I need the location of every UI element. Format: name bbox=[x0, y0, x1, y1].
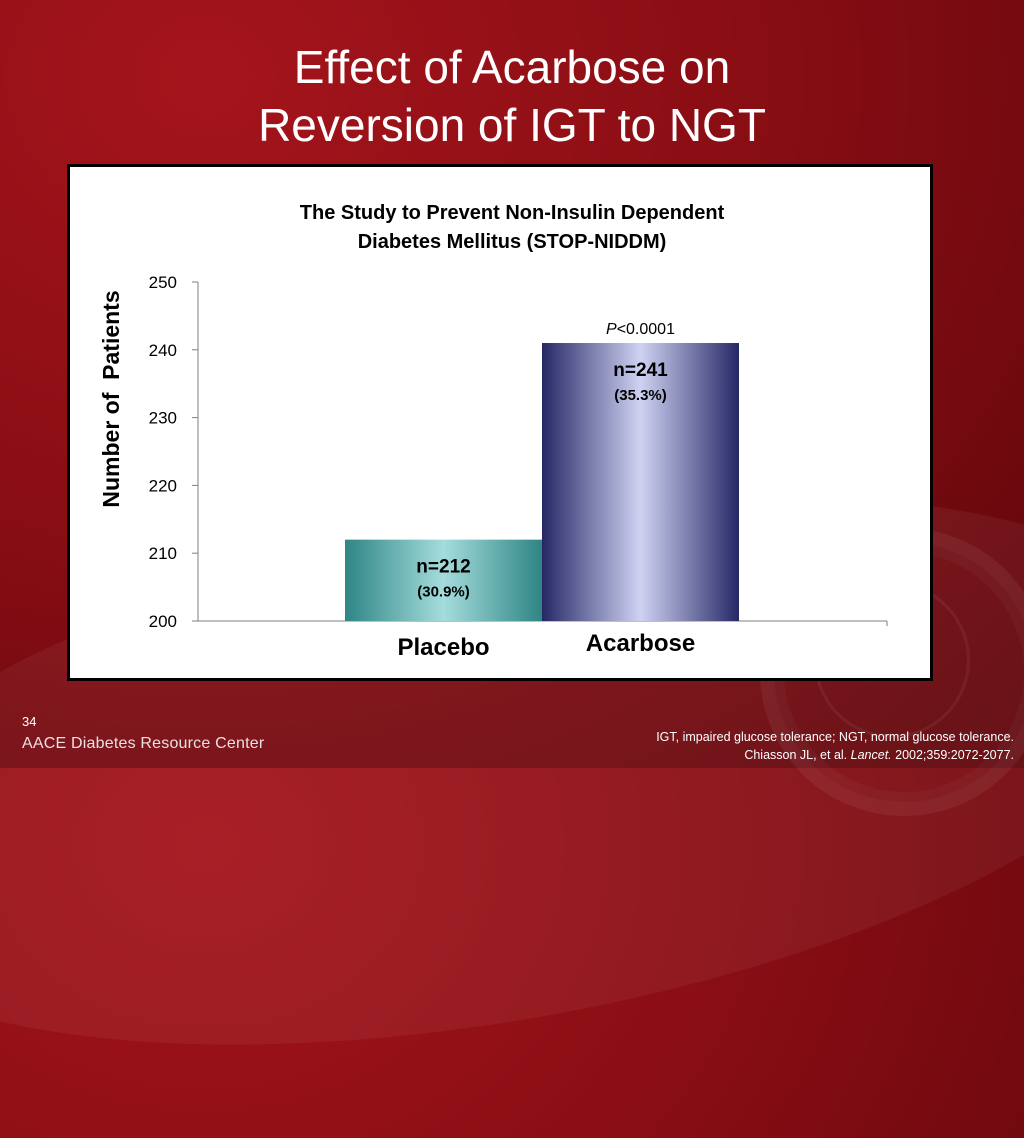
y-tick-label: 200 bbox=[149, 612, 177, 631]
x-category-label: Acarbose bbox=[586, 630, 695, 657]
chart-title-line2: Diabetes Mellitus (STOP-NIDDM) bbox=[358, 231, 667, 253]
slide-number: 34 bbox=[22, 714, 37, 729]
bar-percent-label: (35.3%) bbox=[614, 387, 667, 404]
chart-title-line1: The Study to Prevent Non-Insulin Depende… bbox=[300, 202, 725, 224]
bar-placebo bbox=[345, 539, 542, 621]
y-axis-label: Number of Patients bbox=[98, 290, 124, 507]
slide-title-line1: Effect of Acarbose on bbox=[293, 41, 731, 93]
chart-axes: 200 210 220 230 240 250 bbox=[149, 273, 888, 631]
y-tick-label: 210 bbox=[149, 544, 177, 563]
chart-labels: n=212 (30.9%) Placebo n=241 (35.3%) Acarbose P… bbox=[397, 321, 695, 661]
bar-percent-label: (30.9%) bbox=[417, 584, 470, 601]
footnote-ref-authors: Chiasson JL, et al. bbox=[744, 748, 851, 762]
p-value-text: <0.0001 bbox=[617, 321, 675, 338]
y-tick-label: 250 bbox=[149, 273, 177, 292]
footer-logo-text: AACE Diabetes Resource Center bbox=[22, 735, 265, 752]
chart-bars bbox=[345, 343, 739, 621]
footnote-definitions: IGT, impaired glucose tolerance; NGT, no… bbox=[656, 730, 1014, 744]
slide-title-line2: Reversion of IGT to NGT bbox=[258, 99, 766, 151]
bar-acarbose bbox=[542, 343, 739, 621]
bar-count-label: n=241 bbox=[613, 360, 668, 381]
bar-chart: The Study to Prevent Non-Insulin Depende… bbox=[98, 202, 888, 661]
footnote-reference: Chiasson JL, et al. Lancet. 2002;359:207… bbox=[656, 746, 1014, 764]
bar-count-label: n=212 bbox=[416, 557, 470, 578]
x-category-label: Placebo bbox=[397, 634, 489, 661]
footnote-ref-details: 2002;359:2072-2077. bbox=[891, 748, 1014, 762]
y-tick-label: 230 bbox=[149, 409, 177, 428]
y-tick-label: 220 bbox=[149, 476, 177, 495]
chart-panel: The Study to Prevent Non-Insulin Depende… bbox=[67, 164, 933, 681]
p-value-annotation: P<0.0001 bbox=[606, 321, 675, 338]
p-value-symbol: P bbox=[606, 321, 617, 338]
footnote: IGT, impaired glucose tolerance; NGT, no… bbox=[656, 728, 1014, 764]
slide-title: Effect of Acarbose on Reversion of IGT t… bbox=[0, 38, 1024, 154]
footnote-ref-journal: Lancet. bbox=[850, 748, 892, 762]
y-tick-label: 240 bbox=[149, 341, 177, 360]
